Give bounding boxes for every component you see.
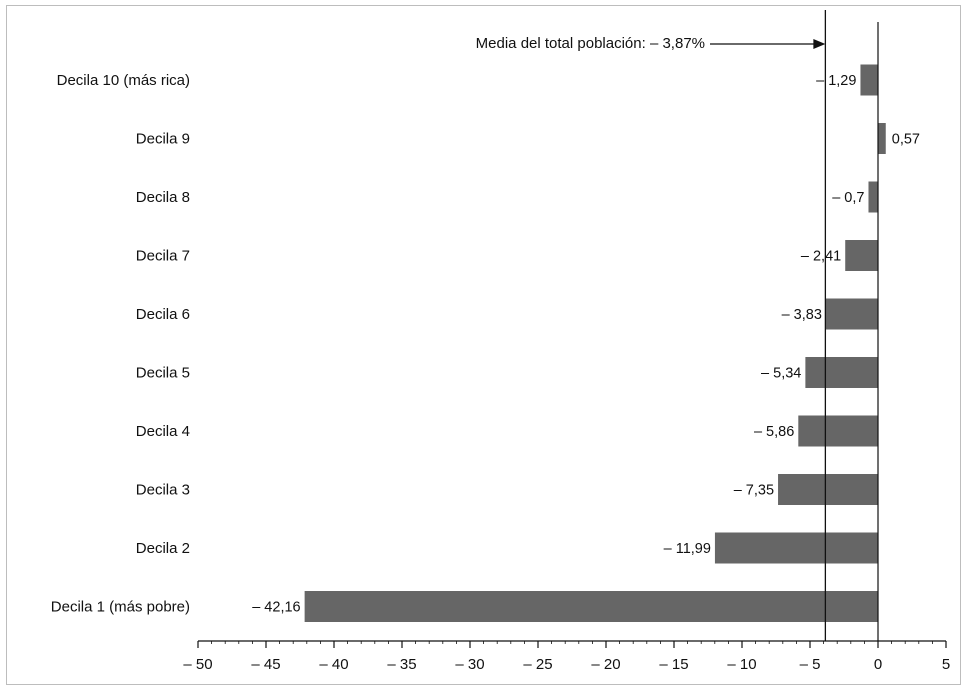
x-tick-label: – 25	[523, 656, 552, 673]
bar	[714, 532, 878, 564]
category-label: Decila 3	[136, 482, 190, 499]
chart-frame	[6, 5, 961, 685]
category-label: Decila 9	[136, 131, 190, 148]
category-label: Decila 8	[136, 189, 190, 206]
category-label: Decila 5	[136, 365, 190, 382]
data-label: – 1,29	[816, 73, 856, 89]
category-label: Decila 7	[136, 248, 190, 265]
data-label: – 2,41	[801, 249, 841, 265]
x-tick-label: – 5	[800, 656, 821, 673]
data-label: – 5,86	[754, 424, 794, 440]
bar	[868, 181, 878, 213]
x-tick-label: 0	[874, 656, 882, 673]
category-label: Decila 2	[136, 540, 190, 557]
bar	[798, 415, 878, 447]
bar	[778, 474, 878, 505]
x-tick-label: – 40	[319, 656, 348, 673]
reference-annotation: Media del total población: – 3,87%	[476, 10, 827, 641]
bar	[304, 591, 878, 622]
bars-layer	[304, 64, 886, 622]
bar	[825, 298, 878, 330]
data-label: – 5,34	[761, 366, 801, 382]
category-label: Decila 4	[136, 423, 190, 440]
x-tick-label: – 10	[727, 656, 756, 673]
x-tick-label: – 35	[387, 656, 416, 673]
category-label: Decila 6	[136, 306, 190, 323]
bar	[878, 123, 886, 154]
category-label: Decila 1 (más pobre)	[51, 599, 190, 616]
x-tick-label: – 20	[591, 656, 620, 673]
x-tick-label: – 45	[251, 656, 280, 673]
data-label: – 11,99	[664, 541, 711, 557]
data-label: – 42,16	[252, 600, 300, 616]
x-tick-label: – 15	[659, 656, 688, 673]
bar	[860, 64, 878, 96]
x-tick-label: 5	[942, 656, 950, 673]
arrowhead-icon	[813, 39, 826, 49]
data-label: – 0,7	[832, 190, 864, 206]
data-label: 0,57	[892, 132, 920, 148]
data-label: – 3,83	[782, 307, 822, 323]
labels-layer: Decila 1 (más pobre) – 42,16 Decila 2 – 11,…	[51, 72, 920, 616]
x-tick-label: – 50	[183, 656, 212, 673]
bar	[845, 240, 878, 271]
mean-annotation-label: Media del total población: – 3,87%	[476, 35, 705, 52]
x-tick-label: – 30	[455, 656, 484, 673]
data-label: – 7,35	[734, 483, 774, 499]
category-label: Decila 10 (más rica)	[57, 72, 190, 89]
bar	[805, 357, 878, 388]
